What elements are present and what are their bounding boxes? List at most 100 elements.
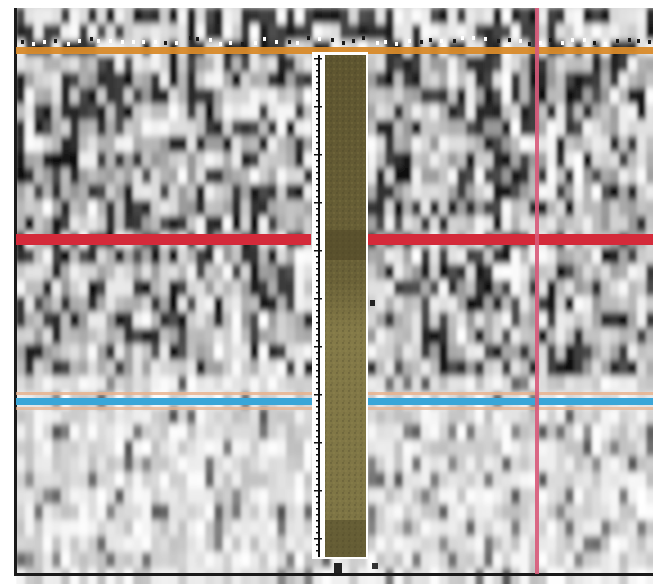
radar-trace-cell [421, 232, 431, 263]
radar-trace-cell [502, 376, 512, 404]
radar-trace-cell [385, 280, 395, 305]
radar-trace-cell [52, 280, 62, 309]
radar-trace-cell [79, 504, 89, 531]
radar-trace-cell [403, 8, 413, 34]
radar-trace-cell [241, 424, 251, 455]
radar-trace-cell [556, 152, 566, 177]
radar-trace-cell [601, 472, 611, 496]
radar-trace-cell [412, 280, 422, 309]
radar-trace-cell [475, 360, 485, 384]
radar-trace-cell [529, 56, 539, 79]
radar-trace-cell [385, 520, 395, 550]
radar-trace-cell [475, 280, 485, 308]
radar-trace-cell [160, 152, 170, 177]
radar-trace-cell [250, 72, 260, 100]
radar-trace-cell [88, 8, 98, 32]
radar-trace-cell [277, 296, 287, 323]
radar-trace-cell [475, 216, 485, 240]
radar-trace-cell [601, 296, 611, 325]
radar-trace-cell [214, 280, 224, 308]
radar-trace-cell [610, 440, 620, 466]
radar-trace-cell [574, 504, 584, 533]
radar-trace-cell [142, 472, 152, 502]
radar-trace-cell [34, 520, 44, 550]
radar-trace-cell [565, 120, 575, 144]
radar-trace-cell [646, 520, 653, 551]
radar-trace-cell [61, 536, 71, 558]
radar-trace-cell [475, 472, 485, 497]
radar-trace-cell [493, 376, 503, 402]
radar-trace-cell [178, 248, 188, 273]
radar-trace-cell [169, 200, 179, 227]
radar-trace-cell [178, 520, 188, 545]
radar-trace-cell [565, 216, 575, 245]
radar-trace-cell [475, 184, 485, 210]
radar-trace-cell [619, 280, 629, 310]
radar-trace-cell [268, 456, 278, 478]
radar-trace-cell [484, 24, 494, 52]
radar-trace-cell [412, 200, 422, 227]
radar-trace-cell [250, 8, 260, 35]
radar-trace-cell [448, 392, 458, 419]
radar-trace-cell [448, 168, 458, 196]
radar-trace-cell [376, 408, 386, 430]
radar-trace-cell [565, 200, 575, 229]
radar-trace-cell [448, 216, 458, 238]
radar-trace-cell [646, 440, 653, 464]
radar-trace-cell [241, 120, 251, 151]
radar-trace-cell [646, 136, 653, 160]
radar-trace-cell [439, 136, 449, 160]
radar-trace-cell [187, 200, 197, 227]
radar-trace-cell [619, 24, 629, 50]
radar-trace-cell [367, 408, 377, 433]
radar-trace-cell [421, 504, 431, 534]
radar-trace-cell [430, 8, 440, 39]
radar-trace-cell [187, 360, 197, 387]
top-noise-speck [209, 38, 212, 42]
radar-trace-cell [439, 376, 449, 401]
radar-trace-cell [223, 328, 233, 353]
radar-trace-cell [511, 552, 521, 579]
radar-trace-cell [637, 536, 647, 567]
radar-trace-cell [628, 216, 638, 246]
radar-trace-cell [646, 376, 653, 401]
radar-trace-cell [214, 536, 224, 566]
top-noise-speck [254, 41, 257, 45]
radar-trace-cell [394, 8, 404, 32]
radar-trace-cell [232, 56, 242, 80]
radar-trace-cell [385, 424, 395, 453]
radar-trace-cell [502, 8, 512, 37]
radar-trace-cell [169, 424, 179, 448]
radar-trace-cell [115, 392, 125, 419]
radar-trace-cell [493, 136, 503, 161]
radar-trace-cell [601, 72, 611, 99]
radar-trace-cell [61, 264, 71, 289]
radar-trace-cell [259, 200, 269, 230]
radar-trace-cell [151, 472, 161, 502]
radar-trace-cell [52, 136, 62, 161]
radar-trace-cell [547, 200, 557, 227]
radar-trace-cell [178, 216, 188, 239]
radar-trace-cell [403, 536, 413, 562]
radar-trace-cell [457, 440, 467, 466]
radar-trace-cell [259, 376, 269, 401]
radar-trace-cell [493, 72, 503, 101]
radar-trace-cell [151, 200, 161, 224]
radar-trace-cell [502, 56, 512, 83]
radar-trace-cell [601, 424, 611, 453]
top-noise-speck [97, 39, 100, 43]
radar-trace-cell [16, 24, 26, 53]
radar-trace-cell [403, 328, 413, 353]
radar-trace-cell [286, 56, 296, 82]
radar-trace-cell [556, 72, 566, 101]
radar-trace-cell [601, 344, 611, 370]
radar-trace-cell [430, 440, 440, 469]
radar-trace-cell [88, 536, 98, 563]
radar-trace-cell [646, 152, 653, 174]
radar-trace-cell [241, 552, 251, 581]
radar-trace-cell [367, 504, 377, 531]
radar-trace-cell [322, 552, 332, 579]
radar-trace-cell [511, 456, 521, 484]
horizon-top-line [16, 47, 653, 54]
radar-trace-cell [529, 536, 539, 567]
